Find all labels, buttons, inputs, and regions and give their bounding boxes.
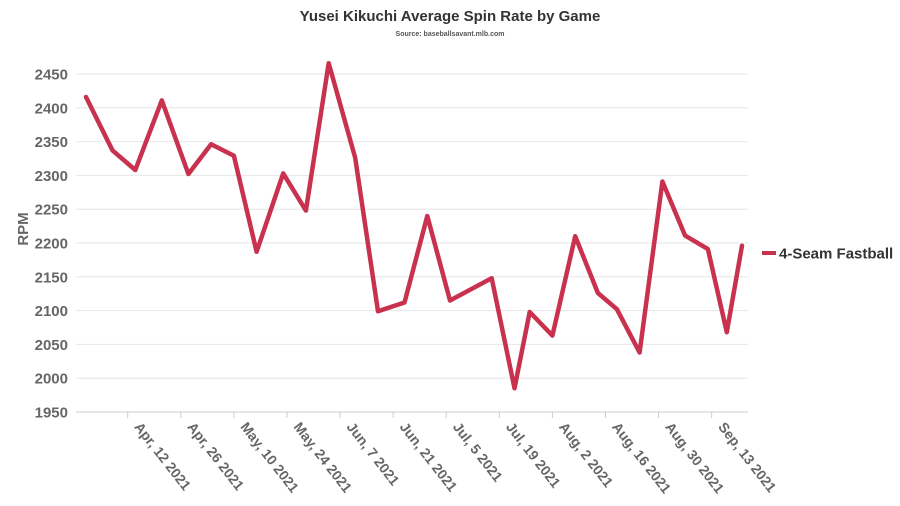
x-tick-label: Jul, 5 2021 (450, 419, 506, 485)
x-tick-label: Jun, 7 2021 (344, 419, 403, 489)
data-point (725, 330, 729, 334)
data-point (490, 276, 494, 280)
data-point (660, 179, 665, 184)
y-tick-label: 1950 (35, 405, 68, 422)
legend: 4-Seam Fastball (762, 246, 893, 263)
data-point (84, 95, 88, 99)
data-point (683, 234, 687, 238)
data-point (232, 154, 236, 158)
y-tick-label: 2050 (35, 337, 68, 354)
data-point (110, 148, 115, 152)
data-point (402, 300, 407, 305)
chart-title: Yusei Kikuchi Average Spin Rate by Game (300, 8, 601, 25)
data-point (638, 350, 642, 355)
y-axis: 1950 2000 2050 2100 2150 2200 2250 2300 2350 2400… (35, 67, 68, 422)
data-point (512, 386, 517, 390)
y-tick-label: 2150 (35, 269, 68, 286)
data-point (304, 209, 308, 213)
data-point (550, 334, 555, 338)
data-point (327, 61, 331, 65)
data-point (209, 142, 213, 146)
y-tick-label: 2100 (35, 303, 68, 320)
data-point (160, 98, 164, 102)
data-point (596, 291, 600, 295)
data-point (353, 156, 357, 160)
data-point (376, 309, 380, 313)
data-point (133, 168, 137, 172)
data-point (186, 172, 190, 176)
data-point (740, 244, 744, 248)
y-tick-label: 2200 (35, 236, 68, 253)
data-point (425, 214, 429, 218)
y-tick-label: 2000 (35, 371, 68, 388)
data-point (528, 310, 532, 314)
gridlines (76, 73, 748, 379)
data-point (615, 307, 619, 311)
x-tick-label: Apr, 12 2021 (131, 419, 194, 493)
x-tick-label: Jul, 19 2021 (503, 419, 564, 491)
y-tick-label: 2400 (35, 100, 68, 117)
y-axis-label: RPM (15, 212, 32, 245)
data-point (448, 298, 452, 303)
y-tick-label: 2250 (35, 202, 68, 219)
x-tick-label: Aug, 2 2021 (556, 419, 617, 490)
chart-source: Source: baseballsavant.mlb.com (396, 31, 505, 38)
data-point (255, 250, 259, 254)
y-tick-label: 2300 (35, 168, 68, 185)
data-point (573, 234, 577, 238)
data-point (281, 171, 285, 175)
series-layer (83, 60, 745, 391)
y-tick-label: 2350 (35, 134, 68, 151)
series-line-4-seam-fastball (83, 60, 745, 391)
legend-label: 4-Seam Fastball (779, 246, 893, 263)
y-tick-label: 2450 (35, 67, 68, 84)
data-point (706, 247, 710, 251)
